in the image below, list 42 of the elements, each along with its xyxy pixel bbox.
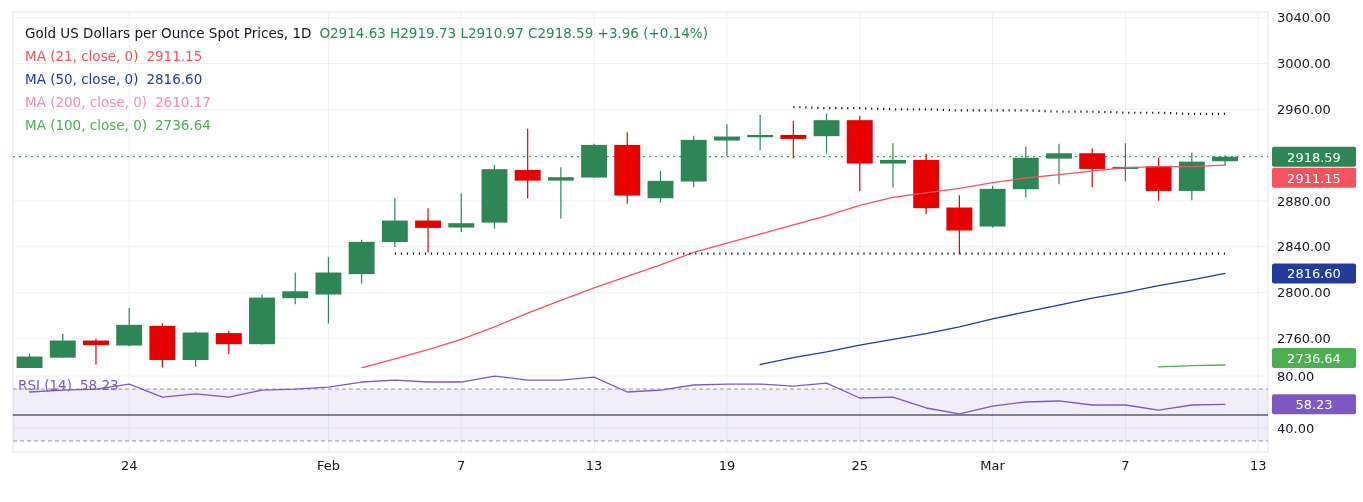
candlestick: [780, 120, 807, 160]
text: 2736.64: [1287, 351, 1341, 366]
text: O2914.63 H2919.73 L2910.97 C2918.59 +3.96 (+0.14%): [319, 25, 708, 41]
text: 2911.15: [1287, 170, 1341, 186]
line-series: [792, 105, 1227, 115]
annotation: 2736.64: [155, 117, 211, 133]
line-series: [759, 272, 1226, 366]
series-label: RSI (14): [18, 377, 72, 393]
text: 2816.60: [1287, 266, 1341, 282]
x-tick-label: 25: [851, 458, 869, 474]
candlestick: [547, 166, 574, 220]
y-tick-label: 2760.00: [1277, 330, 1331, 346]
annotation: 2911.15: [146, 48, 203, 64]
y-tick-label: 2880.00: [1277, 193, 1331, 209]
candlestick: [282, 271, 309, 305]
text: MA (100, close, 0): [25, 117, 148, 133]
text: MA (50, close, 0): [25, 71, 139, 87]
y-tick-label: 3040.00: [1277, 10, 1331, 26]
text: MA (21, close, 0): [25, 48, 139, 64]
legend-label: MA (200, close, 0): [25, 94, 148, 110]
y-tick-label: 2960.00: [1277, 101, 1331, 117]
y-tick-label: 2840.00: [1277, 239, 1331, 255]
text: 58.23: [1295, 397, 1333, 413]
annotation: 2816.60: [146, 71, 203, 87]
x-tick-label: 13: [1249, 458, 1267, 474]
x-tick-label: 13: [585, 458, 603, 474]
x-tick-label: 7: [1121, 458, 1130, 474]
y-tick-label: 2800.00: [1277, 285, 1331, 301]
annotation: 2610.17: [155, 94, 211, 110]
line-series: [360, 164, 1226, 368]
x-tick-label: 24: [120, 458, 138, 474]
x-tick-label: Mar: [980, 458, 1006, 474]
x-tick-label: Feb: [316, 458, 340, 474]
y-tick-label: 80.00: [1277, 368, 1315, 384]
ref-line-label: 2918.59: [1287, 149, 1341, 165]
y-tick-label: 3000.00: [1277, 56, 1331, 72]
x-tick-label: 19: [718, 458, 736, 474]
x-tick-label: 7: [457, 458, 466, 474]
text: Gold US Dollars per Ounce Spot Prices, 1D: [25, 25, 312, 41]
y-tick-label: 40.00: [1277, 420, 1315, 436]
candlestick: [415, 207, 441, 254]
candlestick: [448, 192, 475, 233]
